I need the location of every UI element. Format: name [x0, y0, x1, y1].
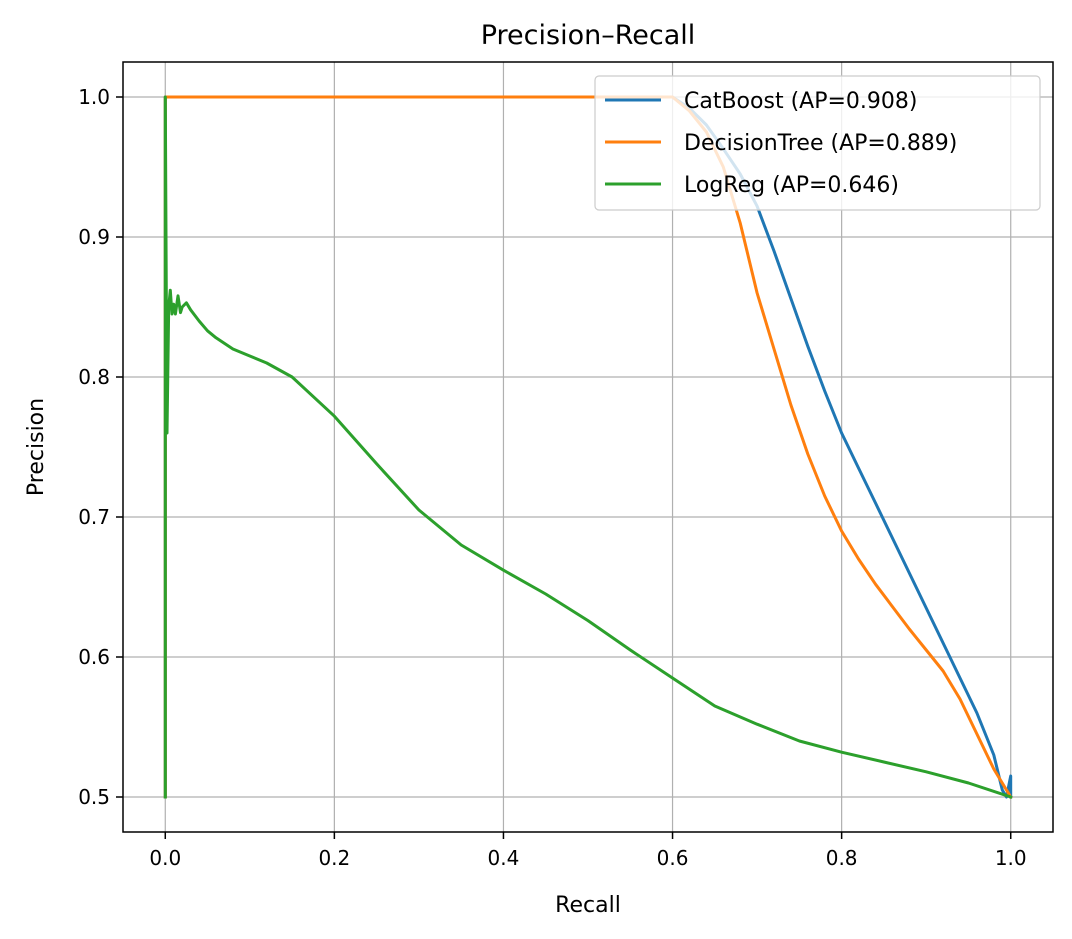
x-tick-label: 0.2	[318, 846, 350, 870]
legend-label: LogReg (AP=0.646)	[684, 173, 899, 198]
y-tick-label: 0.8	[78, 365, 110, 389]
plot-frame	[122, 61, 1054, 833]
grid	[123, 62, 1053, 832]
x-tick-label: 0.4	[488, 846, 520, 870]
x-tick-label: 0.6	[657, 846, 689, 870]
x-tick-label: 0.0	[149, 846, 181, 870]
x-axis-label: Recall	[555, 893, 621, 918]
legend-label: CatBoost (AP=0.908)	[684, 89, 917, 114]
series-line-2	[163, 95, 1013, 800]
x-tick-label: 1.0	[995, 846, 1027, 870]
x-tick-label: 0.8	[826, 846, 858, 870]
y-axis-label: Precision	[24, 398, 49, 496]
legend-label: DecisionTree (AP=0.889)	[684, 131, 957, 156]
series-group	[163, 95, 1013, 800]
y-tick-label: 1.0	[78, 85, 110, 109]
axis-ticks: 0.0 0.2 0.4 0.6 0.8 1.0 0.5 0.6 0.7 0.8 0.9 1.0	[78, 85, 1026, 870]
legend-box	[594, 75, 1041, 211]
series-line-3	[163, 95, 1013, 799]
y-tick-label: 0.6	[78, 645, 110, 669]
y-tick-label: 0.9	[78, 225, 110, 249]
legend: CatBoost (AP=0.908) DecisionTree (AP=0.88…	[594, 75, 1041, 211]
y-tick-label: 0.5	[78, 785, 110, 809]
chart-title: Precision–Recall	[481, 20, 696, 51]
y-tick-label: 0.7	[78, 505, 110, 529]
